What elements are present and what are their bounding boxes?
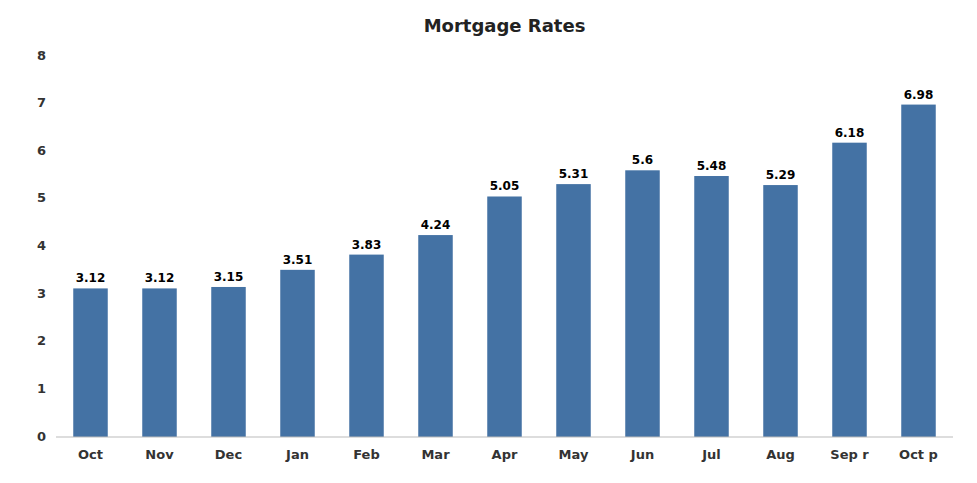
bar [280, 270, 315, 437]
data-label: 5.31 [559, 167, 589, 181]
data-label: 3.15 [214, 270, 244, 284]
y-tick-label: 3 [37, 286, 46, 301]
data-label: 5.6 [632, 153, 653, 167]
data-label: 6.98 [904, 88, 934, 102]
bar [625, 170, 660, 437]
y-tick-label: 5 [37, 190, 46, 205]
x-tick-label: Oct [78, 447, 103, 462]
x-tick-label: Feb [353, 447, 379, 462]
x-tick-label: Nov [145, 447, 174, 462]
x-tick-label: Mar [421, 447, 450, 462]
y-tick-label: 1 [37, 381, 46, 396]
y-tick-label: 7 [37, 95, 46, 110]
bar [418, 235, 453, 437]
bar [487, 196, 522, 437]
x-tick-label: Apr [492, 447, 518, 462]
y-axis: 0 1 2 3 4 5 6 7 8 [37, 48, 46, 444]
x-tick-label: Aug [766, 447, 795, 462]
bar [73, 288, 108, 437]
y-tick-label: 4 [37, 238, 46, 253]
chart-svg: Mortgage Rates0123456783.123.123.153.513… [0, 0, 977, 483]
background [0, 0, 977, 483]
data-label: 3.51 [283, 253, 313, 267]
data-label: 4.24 [421, 218, 451, 232]
y-tick-label: 8 [37, 48, 46, 63]
x-tick-label: Jan [285, 447, 309, 462]
bar [832, 143, 867, 437]
bar [142, 288, 177, 437]
y-tick-label: 2 [37, 333, 46, 348]
bar [349, 255, 384, 437]
data-label: 5.48 [697, 159, 727, 173]
x-tick-label: Dec [215, 447, 242, 462]
x-axis-line [56, 437, 953, 438]
bar [901, 105, 936, 437]
chart-container: Mortgage Rates0123456783.123.123.153.513… [0, 0, 977, 483]
bar [211, 287, 246, 437]
data-label: 5.29 [766, 168, 796, 182]
bars [73, 105, 936, 437]
title: Mortgage Rates [424, 15, 586, 36]
x-tick-label: Jul [701, 447, 721, 462]
x-tick-label: Jun [630, 447, 654, 462]
data-label: 3.12 [76, 271, 106, 285]
data-labels: 3.12 3.12 3.15 3.51 3.83 4.24 5.05 5.31 5.6 5.48 5… [76, 88, 934, 286]
bar [556, 184, 591, 437]
y-tick-label: 6 [37, 143, 46, 158]
y-tick-label: 0 [37, 429, 46, 444]
x-axis: Oct Nov Dec Jan Feb Mar Apr May Jun Jul Aug Sep r Oc… [78, 447, 938, 462]
data-label: 6.18 [835, 126, 865, 140]
data-label: 3.83 [352, 238, 382, 252]
bar [763, 185, 798, 437]
x-tick-label: Oct p [899, 447, 938, 462]
bar [694, 176, 729, 437]
data-label: 5.05 [490, 179, 520, 193]
data-label: 3.12 [145, 271, 175, 285]
x-tick-label: May [559, 447, 589, 462]
x-tick-label: Sep r [830, 447, 869, 462]
